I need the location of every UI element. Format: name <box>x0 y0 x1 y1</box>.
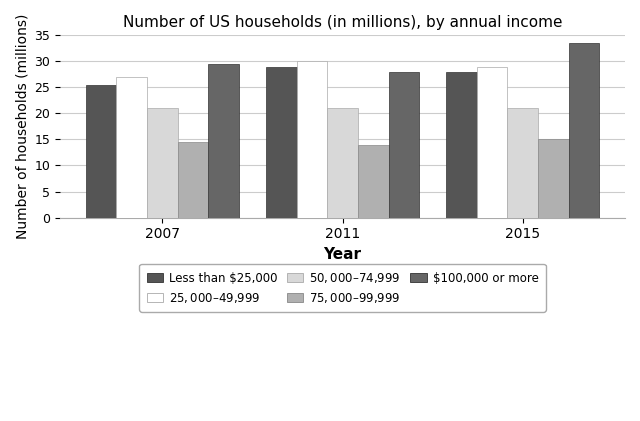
Bar <box>358 145 388 218</box>
Bar <box>508 108 538 218</box>
Bar <box>327 108 358 218</box>
Bar <box>178 142 209 218</box>
Bar <box>296 61 327 218</box>
Bar <box>209 64 239 218</box>
Bar <box>86 85 116 218</box>
Title: Number of US households (in millions), by annual income: Number of US households (in millions), b… <box>123 15 563 30</box>
Bar <box>147 108 178 218</box>
Legend: Less than $25,000, $25,000–$49,999, $50,000–$74,999, $75,000–$99,999, $100,000 o: Less than $25,000, $25,000–$49,999, $50,… <box>140 264 546 312</box>
Bar <box>388 72 419 218</box>
Bar <box>477 67 508 218</box>
Bar <box>569 43 599 218</box>
Bar <box>538 139 569 218</box>
Bar <box>266 67 296 218</box>
Bar <box>446 72 477 218</box>
X-axis label: Year: Year <box>324 247 362 262</box>
Y-axis label: Number of households (millions): Number of households (millions) <box>15 14 29 239</box>
Bar <box>116 77 147 218</box>
